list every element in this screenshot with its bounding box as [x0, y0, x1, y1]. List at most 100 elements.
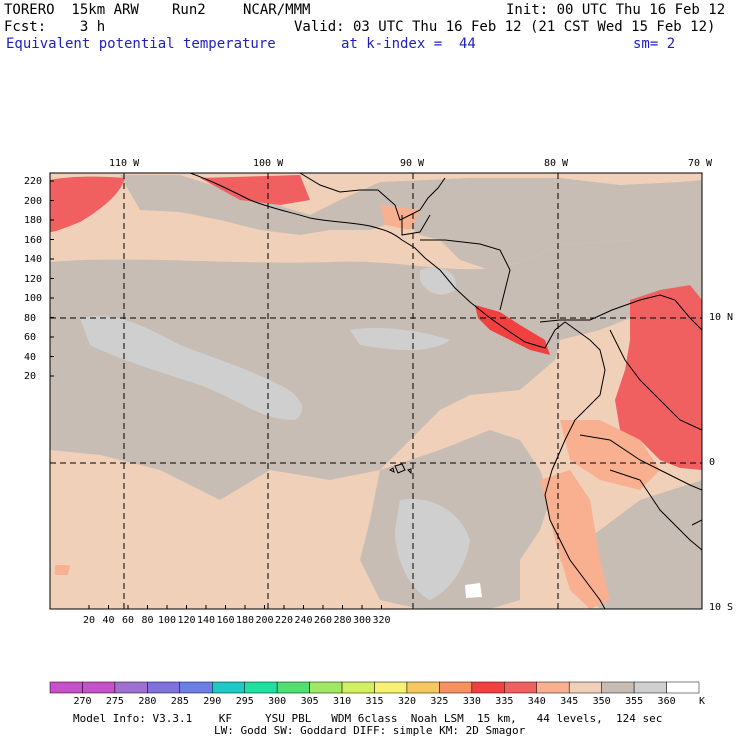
valid-time: Valid: 03 UTC Thu 16 Feb 12 (21 CST Wed …: [294, 19, 716, 35]
field-350-355-b: [350, 328, 450, 350]
y-index-label: 160: [24, 234, 43, 246]
field-330-335-colombia: [615, 285, 702, 470]
colorbar-label: 305: [300, 696, 319, 707]
field-335-340-ecuador: [560, 420, 660, 490]
field-350-355-c: [395, 499, 470, 600]
colorbar-label: 330: [462, 696, 481, 707]
plot-frame: [49, 172, 703, 610]
colorbar-label: 275: [105, 696, 124, 707]
colorbar-swatch: [406, 681, 440, 694]
lon-label-100w: 100 W: [253, 158, 284, 169]
lat-label-0: 0: [709, 457, 716, 468]
colorbar-label: 340: [527, 696, 546, 707]
colorbar-label: 295: [235, 696, 254, 707]
x-index-label: 20: [83, 615, 96, 626]
x-index-label: 280: [333, 615, 352, 626]
x-index-label: 220: [275, 615, 294, 626]
x-index-label: 40: [102, 615, 115, 626]
x-index-label: 80: [141, 615, 154, 626]
x-index-label: 320: [372, 615, 391, 626]
x-index-label: 180: [236, 615, 255, 626]
field-name: Equivalent potential temperature: [6, 36, 276, 52]
lon-label-110w: 110 W: [109, 158, 140, 169]
field-330-335-mexico: [200, 175, 310, 205]
colorbar-swatch: [471, 681, 505, 694]
colorbar-label: 350: [592, 696, 611, 707]
center-label: NCAR/MMM: [243, 2, 311, 18]
lat-label-10s: 10 S: [709, 602, 734, 613]
colorbar-label: 300: [268, 696, 287, 707]
smoothing-label: sm= 2: [633, 36, 676, 52]
colorbar-swatch: [536, 681, 570, 694]
colorbar-swatch: [309, 681, 343, 694]
x-index-label: 160: [216, 615, 235, 626]
colorbar-swatch: [276, 681, 310, 694]
colorbar-swatch: [633, 681, 667, 694]
colorbar-swatch: [49, 681, 83, 694]
colorbar-label: 285: [170, 696, 189, 707]
field-355-360-spot: [465, 583, 482, 598]
colorbar-unit: K: [699, 696, 706, 707]
y-index-label: 100: [24, 293, 43, 304]
x-index-label: 100: [158, 615, 177, 626]
y-index-label: 20: [24, 371, 37, 382]
y-index-label: 140: [24, 254, 43, 265]
init-time: Init: 00 UTC Thu 16 Feb 12: [506, 2, 726, 18]
colorbar-swatch: [341, 681, 375, 694]
run-label: Run2: [172, 2, 206, 18]
colorbar-label: 345: [560, 696, 579, 707]
colorbar-label: 360: [657, 696, 676, 707]
colorbar-label: 325: [430, 696, 449, 707]
colorbar-label: 310: [333, 696, 352, 707]
lon-label-90w: 90 W: [400, 158, 425, 169]
y-index-label: 60: [24, 332, 37, 343]
y-index-label: 200: [24, 195, 43, 207]
colorbar: [49, 681, 700, 694]
lon-label-70w: 70 W: [688, 158, 713, 169]
field-350-355-d: [420, 267, 456, 295]
x-index-label: 60: [122, 615, 135, 626]
x-index-label: 260: [314, 615, 333, 626]
colorbar-swatch: [179, 681, 213, 694]
y-index-label: 220: [24, 176, 43, 187]
field-335-340-sw: [55, 565, 70, 575]
model-info-line2: LW: Godd SW: Goddard DIFF: simple KM: 2D…: [214, 724, 526, 737]
field-335-340-guatemala: [380, 205, 420, 230]
model-info-line1: Model Info: V3.3.1 KF YSU PBL WDM 6class…: [73, 712, 663, 725]
colorbar-swatch: [374, 681, 408, 694]
colorbar-swatch: [244, 681, 278, 694]
x-index-label: 240: [294, 615, 313, 626]
y-index-label: 40: [24, 351, 37, 363]
model-name: TORERO 15km ARW: [4, 2, 139, 18]
theta-e-field: [50, 173, 702, 609]
lat-label-10n: 10 N: [709, 312, 734, 323]
x-index-label: 140: [197, 615, 216, 626]
y-index-label: 180: [24, 215, 43, 226]
colorbar-label: 270: [73, 696, 92, 707]
colorbar-swatch: [147, 681, 181, 694]
colorbar-label: 335: [495, 696, 514, 707]
y-index-label: 80: [24, 312, 37, 324]
field-350-355-a: [80, 316, 303, 420]
colorbar-label: 355: [625, 696, 644, 707]
x-index-label: 200: [255, 615, 274, 626]
graticule: [50, 173, 702, 609]
y-index-label: 120: [24, 273, 43, 285]
colorbar-swatch: [666, 681, 700, 694]
colorbar-swatch: [568, 681, 602, 694]
coastlines: [189, 173, 702, 609]
colorbar-label: 280: [138, 696, 157, 707]
tick-marks: [50, 180, 382, 609]
field-330-335-nw: [50, 176, 125, 232]
colorbar-swatch: [439, 681, 473, 694]
colorbar-label: 320: [397, 696, 416, 707]
colorbar-swatch: [212, 681, 245, 694]
colorbar-label: 290: [203, 696, 222, 707]
colorbar-swatch: [82, 681, 116, 694]
colorbar-swatch: [601, 681, 635, 694]
colorbar-swatch: [114, 681, 148, 694]
level-label: at k-index = 44: [341, 36, 476, 52]
lon-label-80w: 80 W: [544, 158, 569, 169]
forecast-hour: Fcst: 3 h: [4, 19, 106, 35]
